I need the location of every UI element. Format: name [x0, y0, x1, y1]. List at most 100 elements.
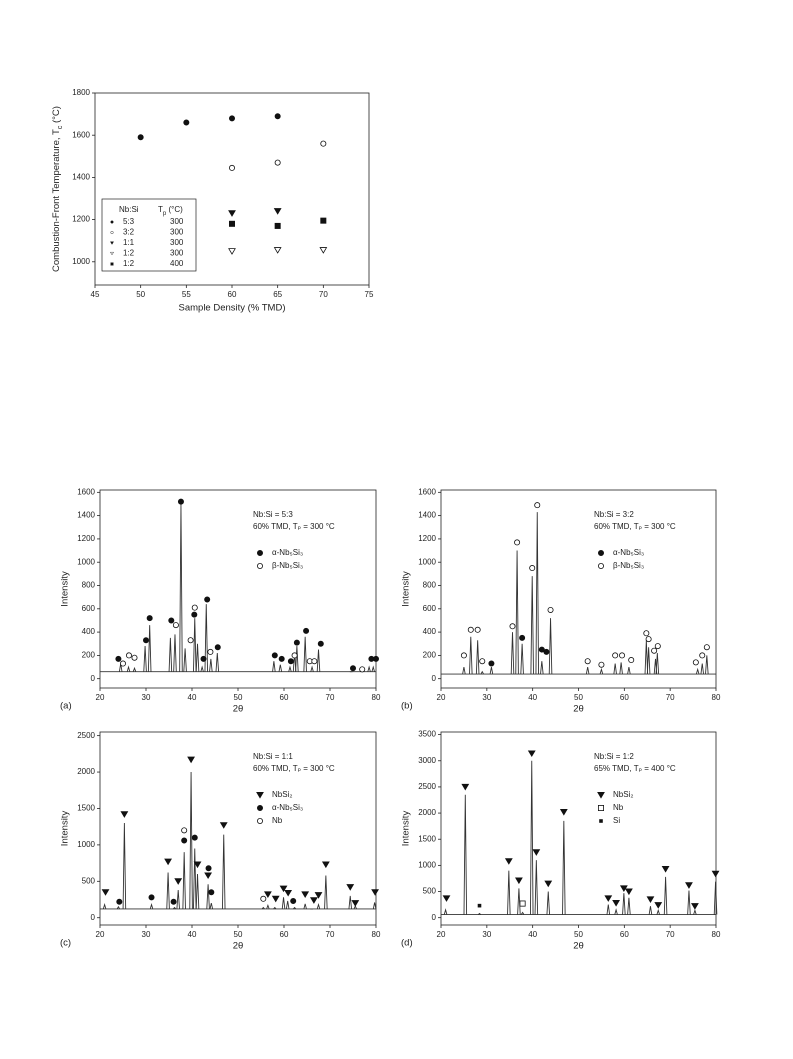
peak: [215, 653, 220, 672]
x-tick-label: 50: [136, 290, 145, 299]
legend-tp: 300: [170, 238, 184, 247]
annotation: Nb:Si = 1:2: [594, 752, 634, 761]
x-tick-label: 65: [273, 290, 282, 299]
annotation: 65% TMD, Tₚ = 400 °C: [594, 764, 676, 773]
legend-label: β-Nb₅Si₃: [613, 561, 644, 570]
peak: [548, 618, 553, 675]
x-tick-label: 20: [437, 930, 446, 939]
y-tick-label: 500: [423, 887, 437, 896]
marker: [612, 900, 620, 907]
peak: [285, 900, 290, 910]
plot-frame: [99, 731, 377, 926]
peak: [700, 663, 704, 675]
y-tick-label: 1500: [418, 834, 436, 843]
legend-marker: [110, 252, 114, 256]
peak: [295, 646, 299, 672]
marker: [204, 872, 213, 880]
peak: [122, 823, 127, 909]
peak: [147, 625, 152, 672]
annotation: 60% TMD, Tₚ = 300 °C: [253, 764, 335, 773]
peak: [520, 643, 524, 675]
y-tick-label: 1000: [77, 840, 95, 849]
x-tick-label: 30: [482, 693, 491, 702]
marker: [279, 885, 288, 893]
legend-label: 5:3: [123, 217, 135, 226]
x-tick-label: 70: [666, 930, 675, 939]
marker: [142, 637, 149, 644]
axis-label: Combustion-Front Temperature, Tc (°C): [51, 106, 64, 272]
marker: [168, 617, 175, 624]
x-tick-label: 30: [142, 693, 151, 702]
panel-label: (c): [60, 938, 71, 949]
marker: [584, 658, 591, 665]
y-tick-label: 1000: [72, 257, 90, 266]
peak: [189, 772, 193, 909]
legend-tp: 300: [170, 249, 184, 258]
marker: [120, 660, 127, 667]
marker: [181, 827, 188, 834]
marker: [228, 164, 235, 171]
marker: [260, 895, 267, 902]
marker: [174, 878, 183, 885]
legend-marker: [110, 262, 114, 266]
marker: [479, 658, 486, 665]
y-tick-label: 500: [82, 876, 96, 885]
y-tick-label: 2000: [418, 808, 436, 817]
peak: [209, 658, 213, 672]
legend-marker: [598, 550, 605, 557]
marker: [193, 861, 202, 869]
y-tick-label: 3000: [418, 756, 436, 765]
marker: [274, 159, 281, 166]
marker: [651, 647, 658, 654]
marker: [293, 639, 300, 646]
marker: [116, 898, 123, 905]
legend-marker: [598, 805, 605, 812]
legend-marker: [110, 241, 114, 245]
marker: [703, 644, 710, 651]
legend-label: 1:1: [123, 238, 135, 247]
marker: [534, 502, 541, 509]
annotation: Nb:Si = 5:3: [253, 510, 293, 519]
peak: [371, 665, 375, 672]
x-tick-label: 60: [620, 930, 629, 939]
marker: [191, 834, 198, 841]
marker: [346, 884, 355, 891]
marker: [320, 217, 327, 224]
marker: [204, 596, 211, 603]
marker: [699, 652, 706, 659]
y-tick-label: 1200: [77, 534, 95, 543]
marker: [645, 636, 652, 643]
marker: [228, 220, 235, 227]
y-tick-label: 600: [82, 604, 96, 613]
marker: [654, 643, 661, 650]
y-tick-label: 800: [82, 581, 96, 590]
axis-label: Tp (°C): [158, 205, 183, 216]
annotation: 60% TMD, Tₚ = 300 °C: [594, 522, 676, 531]
peak: [606, 904, 611, 915]
legend-marker: [599, 819, 603, 823]
y-axis-label: Intensity: [401, 811, 412, 847]
marker: [625, 888, 633, 896]
marker: [311, 658, 318, 665]
y-axis-label: Intensity: [60, 571, 71, 607]
peak: [477, 912, 482, 915]
marker: [303, 627, 310, 634]
x-tick-label: 60: [620, 693, 629, 702]
y-tick-label: 2000: [77, 767, 95, 776]
peak: [310, 665, 314, 672]
x-axis-label: 2θ: [573, 941, 584, 952]
peak: [182, 852, 186, 909]
x-tick-label: 80: [712, 930, 721, 939]
marker: [685, 882, 693, 889]
peak: [288, 665, 292, 672]
x-tick-label: 75: [365, 290, 374, 299]
x-tick-label: 70: [326, 693, 335, 702]
marker: [191, 611, 198, 618]
marker: [271, 895, 280, 903]
peak: [193, 618, 197, 672]
y-axis-label: Intensity: [60, 811, 71, 847]
legend-label: 1:2: [123, 259, 135, 268]
peak: [204, 604, 209, 672]
marker: [619, 652, 626, 659]
marker: [547, 606, 554, 613]
